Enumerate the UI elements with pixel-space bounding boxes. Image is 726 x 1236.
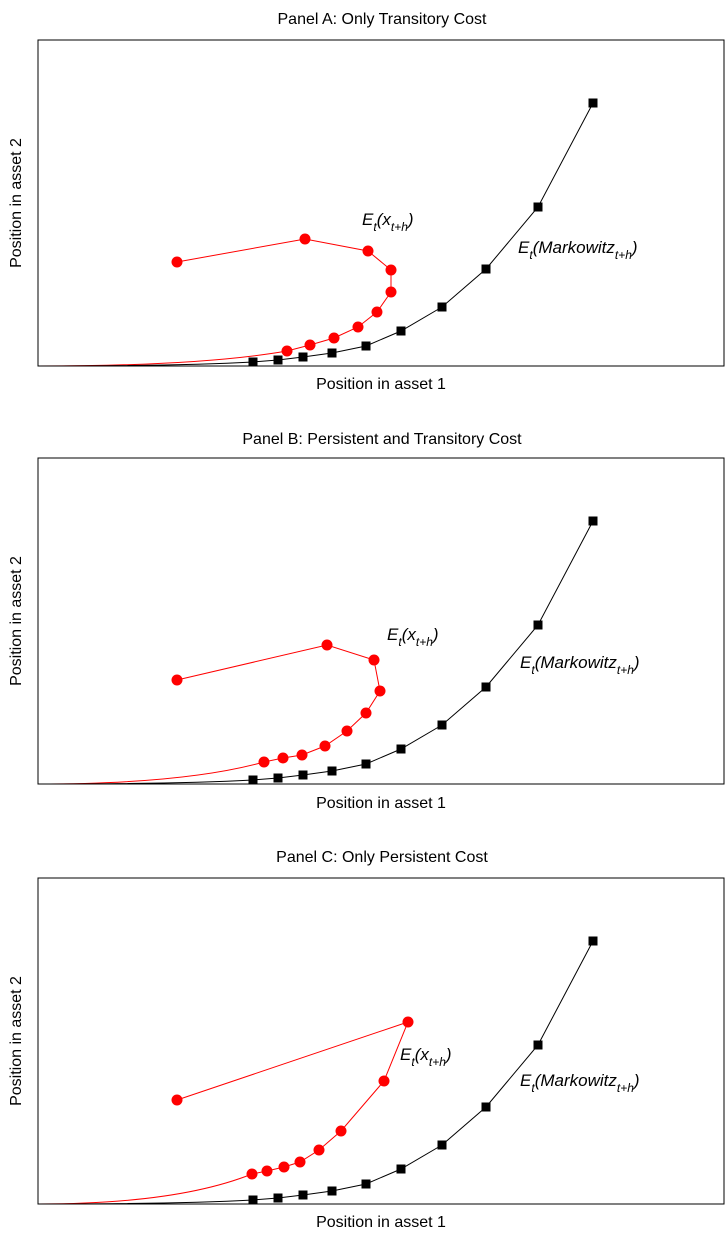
panel-b-portfolio-point-3 [374, 685, 386, 697]
panel-a-markowitz-point-9 [248, 357, 258, 367]
panel-a-plot [37, 98, 598, 367]
panel-b-markowitz-point-6 [327, 766, 337, 776]
panel-b-markowitz-point-4 [396, 744, 406, 754]
panel-c-markowitz-point-1 [533, 1040, 543, 1050]
panel-c-markowitz-point-3 [437, 1140, 447, 1150]
panel-a-portfolio-point-8 [304, 339, 316, 351]
panel-b-markowitz-label: Et(Markowitzt+h) [520, 653, 640, 677]
panel-b-ylabel: Position in asset 2 [8, 556, 25, 686]
panel-c-title: Panel C: Only Persistent Cost [276, 849, 488, 866]
panel-a-markowitz-point-7 [298, 352, 308, 362]
panel-a-portfolio-point-5 [371, 306, 383, 318]
panel-c-xlabel: Position in asset 1 [316, 1214, 446, 1231]
panel-c-markowitz-point-5 [361, 1179, 371, 1189]
panel-c-portfolio-label: Et(xt+h) [400, 1045, 452, 1069]
panel-a-markowitz-line [37, 102, 594, 367]
panel-c-markowitz-point-2 [481, 1102, 491, 1112]
panel-a-markowitz-point-4 [396, 326, 406, 336]
panel-a-markowitz-point-3 [437, 302, 447, 312]
panel-c-portfolio-point-1 [402, 1016, 414, 1028]
panel-c-markowitz-point-9 [248, 1195, 258, 1205]
panel-c-markowitz-point-7 [298, 1190, 308, 1200]
panel-b-markowitz-point-0 [588, 516, 598, 526]
panel-a-portfolio-point-7 [328, 332, 340, 344]
panel-b-markowitz-point-1 [533, 620, 543, 630]
panel-b-markowitz-point-7 [298, 770, 308, 780]
panel-a-plot-frame [37, 39, 725, 367]
panel-b-portfolio-point-5 [341, 725, 353, 737]
panel-a-markowitz-label: Et(Markowitzt+h) [518, 238, 638, 262]
panel-b-markowitz-point-9 [248, 775, 258, 785]
panel-c-markowitz-line [37, 940, 594, 1205]
panel-a-portfolio-point-3 [385, 264, 397, 276]
panel-b-xlabel: Position in asset 1 [316, 795, 446, 812]
panel-b-portfolio-point-7 [296, 749, 308, 761]
panel-b-title: Panel B: Persistent and Transitory Cost [242, 431, 522, 448]
panel-a-markowitz-point-1 [533, 202, 543, 212]
panel-a-title: Panel A: Only Transitory Cost [278, 11, 488, 28]
panel-b-portfolio-label: Et(xt+h) [387, 625, 439, 649]
panel-c-portfolio-point-8 [246, 1168, 258, 1180]
panel-b-markowitz-point-8 [273, 773, 283, 783]
panel-a-markowitz-point-0 [588, 98, 598, 108]
panel-a: Panel A: Only Transitory Cost Position i… [8, 11, 725, 393]
panel-c-portfolio-point-2 [378, 1075, 390, 1087]
panel-b-portfolio-point-2 [368, 654, 380, 666]
panel-a-ylabel: Position in asset 2 [8, 138, 25, 268]
panel-a-markowitz-point-2 [481, 264, 491, 274]
panel-a-markowitz-point-6 [327, 348, 337, 358]
panel-a-portfolio-label: Et(xt+h) [362, 210, 414, 234]
panel-c-markowitz-label: Et(Markowitzt+h) [520, 1071, 640, 1095]
panel-a-xlabel: Position in asset 1 [316, 376, 446, 393]
panel-c-portfolio-point-7 [261, 1165, 273, 1177]
panel-a-portfolio-point-2 [362, 245, 374, 257]
panel-b-portfolio-point-1 [321, 639, 333, 651]
panel-a-portfolio-point-4 [385, 286, 397, 298]
panel-c-portfolio-point-3 [335, 1125, 347, 1137]
panel-b-portfolio-point-6 [319, 740, 331, 752]
panel-c-portfolio-point-0 [171, 1094, 183, 1106]
panel-b-markowitz-line [37, 520, 594, 785]
panel-c-ylabel: Position in asset 2 [8, 976, 25, 1106]
panel-c: Panel C: Only Persistent Cost Position i… [8, 849, 725, 1231]
panel-c-portfolio-line [37, 1021, 409, 1205]
panel-b-portfolio-point-9 [258, 756, 270, 768]
panel-c-portfolio-point-4 [313, 1144, 325, 1156]
panel-b-plot [37, 516, 598, 785]
panel-b-portfolio-line [37, 644, 381, 785]
panel-c-markowitz-point-8 [273, 1193, 283, 1203]
panel-a-portfolio-point-1 [299, 233, 311, 245]
panel-a-portfolio-point-6 [352, 321, 364, 333]
panel-b-markowitz-point-3 [437, 720, 447, 730]
panel-c-plot [37, 936, 598, 1205]
panel-b-plot-frame [37, 457, 725, 785]
panel-c-markowitz-point-0 [588, 936, 598, 946]
panel-c-markowitz-point-6 [327, 1186, 337, 1196]
panel-a-portfolio-point-0 [171, 256, 183, 268]
panel-b-markowitz-point-5 [361, 759, 371, 769]
panel-c-portfolio-point-5 [294, 1156, 306, 1168]
panel-b-portfolio-point-8 [277, 752, 289, 764]
panel-c-plot-frame [37, 877, 725, 1205]
panel-c-portfolio-point-6 [278, 1161, 290, 1173]
panel-c-markowitz-point-4 [396, 1164, 406, 1174]
panel-a-markowitz-point-5 [361, 341, 371, 351]
panel-a-portfolio-point-9 [281, 345, 293, 357]
panel-b-portfolio-point-4 [360, 707, 372, 719]
panel-b-markowitz-point-2 [481, 682, 491, 692]
panel-a-portfolio-line [37, 238, 392, 367]
panel-a-markowitz-point-8 [273, 355, 283, 365]
panel-b-portfolio-point-0 [171, 674, 183, 686]
panel-b: Panel B: Persistent and Transitory Cost … [8, 431, 725, 812]
